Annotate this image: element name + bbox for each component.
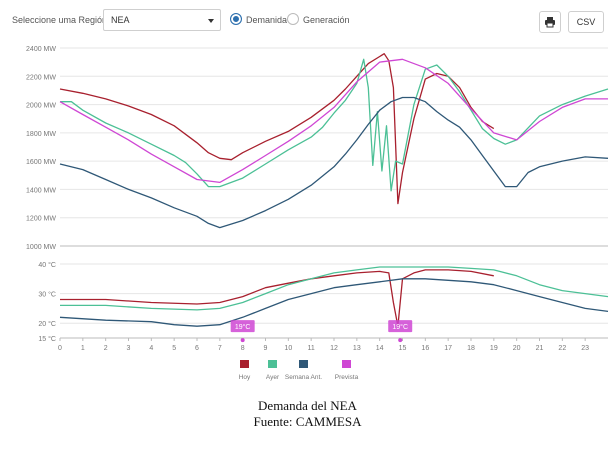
- x-tick-label: 12: [330, 345, 338, 352]
- demand-y-tick-label: 1400 MW: [26, 187, 56, 194]
- x-tick-label: 23: [581, 345, 589, 352]
- annotation-marker: [398, 338, 403, 343]
- x-tick-label: 7: [218, 345, 222, 352]
- caption-title: Demanda del NEA: [258, 398, 357, 413]
- temp-y-tick-label: 30 °C: [38, 291, 56, 299]
- temp-y-tick-label: 15 °C: [38, 335, 56, 343]
- x-tick-label: 19: [490, 345, 498, 352]
- demand-y-tick-label: 2000 MW: [26, 103, 56, 110]
- demand-series-hoy: [59, 53, 495, 205]
- temp-y-tick-label: 40 °C: [38, 261, 56, 269]
- demand-y-tick-label: 2200 MW: [26, 74, 56, 81]
- x-tick-label: 20: [513, 345, 521, 352]
- x-tick-label: 1: [81, 345, 85, 352]
- x-tick-label: 21: [536, 345, 544, 352]
- x-tick-label: 14: [376, 345, 384, 352]
- demand-y-tick-label: 1800 MW: [26, 131, 56, 138]
- x-tick-label: 11: [308, 345, 315, 352]
- toolbar: Seleccione uma Región NEA Demanida Gener…: [0, 0, 615, 42]
- demand-y-tick-label: 1200 MW: [26, 216, 56, 223]
- x-tick-label: 16: [421, 345, 429, 352]
- temp-series-hoy: [60, 269, 494, 327]
- x-tick-label: 22: [558, 345, 566, 352]
- demand-series-semana-ant: [59, 96, 609, 229]
- x-tick-label: 9: [264, 345, 268, 352]
- csv-button[interactable]: CSV: [568, 11, 604, 33]
- legend-swatch-ayer[interactable]: [268, 360, 277, 368]
- legend-swatch-prevista[interactable]: [342, 360, 351, 368]
- legend-swatch-semana-ant[interactable]: [299, 360, 308, 368]
- temp-series-semana-ant: [59, 278, 609, 327]
- x-tick-label: 5: [172, 345, 176, 352]
- legend-label-ayer[interactable]: Ayer: [266, 374, 280, 381]
- region-select[interactable]: NEA: [103, 9, 221, 31]
- legend-label-semana-ant[interactable]: Semana Ant.: [285, 374, 322, 381]
- legend-swatch-hoy[interactable]: [240, 360, 249, 368]
- temperature-panel: 15 °C20 °C30 °C40 °C0 1 2 3 4 5 6 7 8 9 10 11 12 13 14…: [38, 261, 609, 352]
- region-select-value: NEA: [111, 15, 130, 25]
- x-tick-label: 2: [104, 345, 108, 352]
- demand-series-prevista: [59, 58, 608, 184]
- demand-series-ayer: [60, 58, 609, 192]
- x-tick-label: 15: [399, 345, 407, 352]
- annotation-label: 19°C: [235, 323, 251, 331]
- chart-legend: Hoy Ayer Semana Ant. Prevista: [239, 360, 359, 381]
- annotation-marker: [240, 338, 245, 343]
- radio-selected-icon: [230, 13, 242, 25]
- demand-panel: 1000 MW 1200 MW 1400 MW 1600 MW 1800 MW 2000 …: [26, 46, 609, 251]
- x-tick-label: 17: [444, 345, 452, 352]
- legend-label-prevista[interactable]: Prevista: [335, 374, 359, 381]
- x-tick-label: 8: [241, 345, 245, 352]
- x-tick-label: 3: [127, 345, 131, 352]
- printer-icon: [545, 17, 555, 28]
- x-tick-label: 18: [467, 345, 475, 352]
- demand-chart: 1000 MW 1200 MW 1400 MW 1600 MW 1800 MW 2000 …: [26, 46, 609, 381]
- print-button[interactable]: [539, 11, 561, 33]
- chevron-down-icon: [208, 19, 214, 23]
- region-label: Seleccione uma Región: [12, 15, 108, 25]
- x-tick-label: 6: [195, 345, 199, 352]
- generation-radio-label: Generación: [303, 15, 350, 25]
- demand-y-tick-label: 2400 MW: [26, 46, 56, 53]
- annotation-box: [230, 320, 255, 333]
- legend-label-hoy[interactable]: Hoy: [239, 374, 251, 381]
- radio-unselected-icon: [287, 13, 299, 25]
- x-tick-label: 4: [149, 345, 153, 352]
- annotation-label: 19°C: [392, 323, 408, 331]
- x-tick-label: 10: [284, 345, 292, 352]
- x-tick-label: 0: [58, 345, 62, 352]
- demand-y-tick-label: 1000 MW: [26, 244, 56, 251]
- temp-series-ayer: [60, 266, 609, 311]
- x-tick-label: 13: [353, 345, 361, 352]
- caption-source: Fuente: CAMMESA: [253, 414, 362, 429]
- temp-y-tick-label: 20 °C: [38, 320, 56, 328]
- demand-y-tick-label: 1600 MW: [26, 159, 56, 166]
- annotation-box: [388, 320, 413, 333]
- demand-radio-label: Demanida: [246, 15, 288, 25]
